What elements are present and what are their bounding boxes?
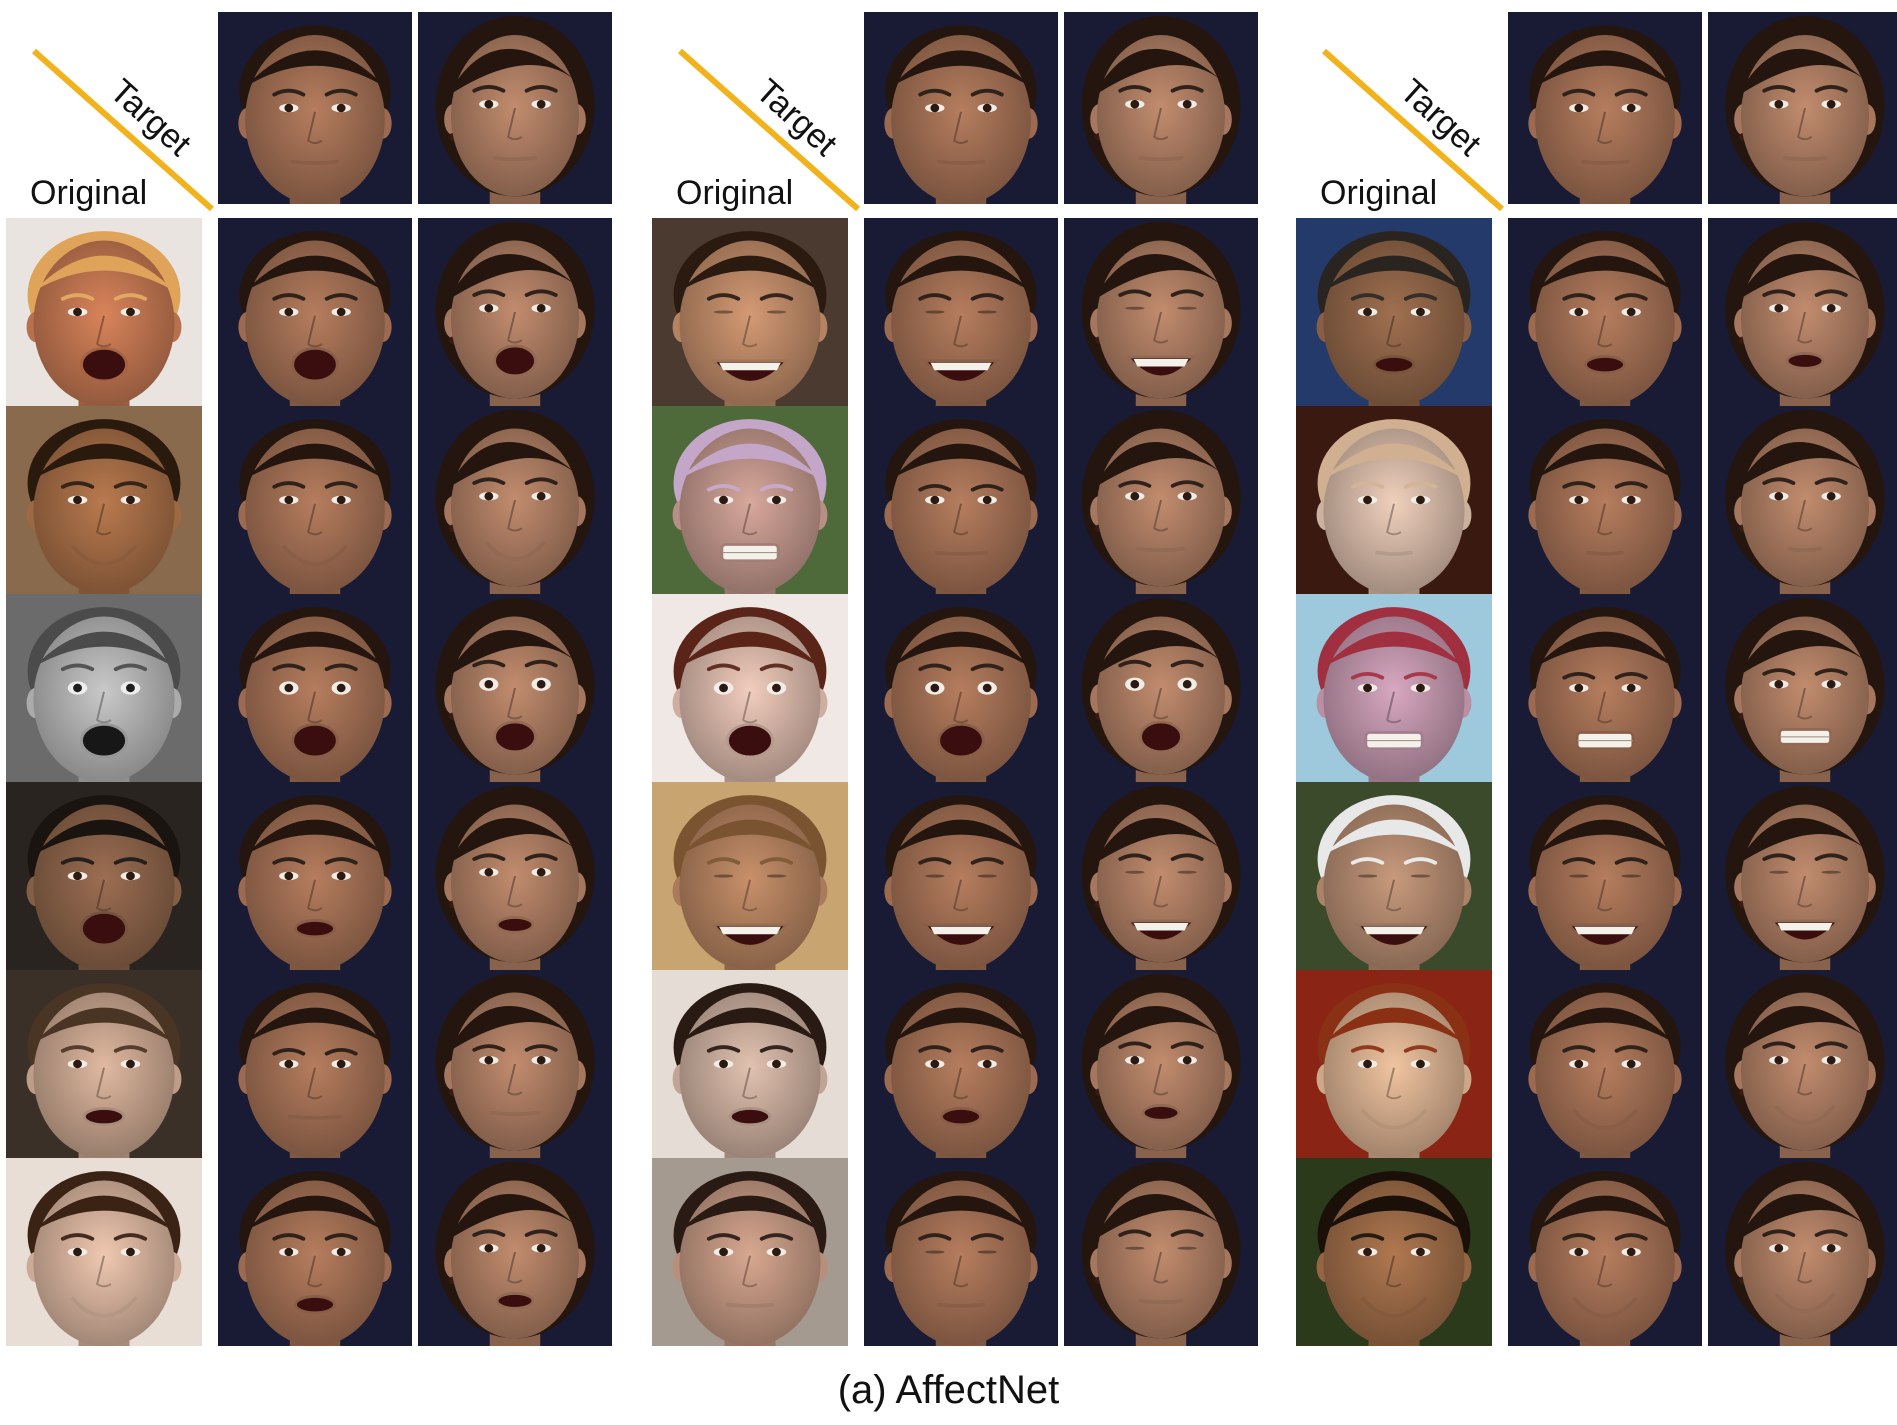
reenacted-male-face-image [218, 970, 412, 1158]
original-face-image [652, 970, 848, 1158]
reenacted-female-face-image [1064, 218, 1258, 406]
original-face-image [652, 1158, 848, 1346]
reenacted-female-face-image [1708, 970, 1897, 1158]
reenacted-male-face-image [1508, 594, 1702, 782]
target-male-face-image [864, 12, 1058, 204]
original-header-label: Original [676, 174, 794, 212]
reenacted-male-face-image [1508, 406, 1702, 594]
reenacted-female-face-image [418, 1158, 612, 1346]
reenacted-male-face-image [218, 218, 412, 406]
original-face-image [6, 1158, 202, 1346]
reenacted-male-face-image [1508, 218, 1702, 406]
reenacted-male-face-image [1508, 1158, 1702, 1346]
reenacted-female-face-image [1064, 970, 1258, 1158]
target-female-face-image [418, 12, 612, 204]
reenacted-female-face-image [1708, 594, 1897, 782]
target-male-face-image [218, 12, 412, 204]
original-header-label: Original [1320, 174, 1438, 212]
original-face-image [1296, 406, 1492, 594]
reenacted-male-face-image [864, 970, 1058, 1158]
reenacted-female-face-image [1708, 782, 1897, 970]
target-female-face-image [1064, 12, 1258, 204]
original-face-image [6, 594, 202, 782]
reenacted-female-face-image [1708, 218, 1897, 406]
reenacted-female-face-image [1708, 406, 1897, 594]
reenacted-female-face-image [418, 970, 612, 1158]
original-face-image [6, 218, 202, 406]
original-face-image [652, 594, 848, 782]
original-face-image [1296, 218, 1492, 406]
reenacted-male-face-image [864, 594, 1058, 782]
reenacted-female-face-image [418, 594, 612, 782]
reenacted-male-face-image [864, 406, 1058, 594]
reenacted-male-face-image [218, 594, 412, 782]
original-face-image [6, 782, 202, 970]
original-face-image [652, 782, 848, 970]
original-face-image [6, 406, 202, 594]
original-face-image [652, 406, 848, 594]
target-male-face-image [1508, 12, 1702, 204]
reenacted-male-face-image [1508, 970, 1702, 1158]
reenacted-male-face-image [218, 782, 412, 970]
reenacted-female-face-image [418, 782, 612, 970]
original-face-image [652, 218, 848, 406]
reenacted-female-face-image [1064, 1158, 1258, 1346]
reenacted-male-face-image [864, 782, 1058, 970]
original-face-image [1296, 970, 1492, 1158]
reenacted-female-face-image [1064, 782, 1258, 970]
reenacted-male-face-image [864, 1158, 1058, 1346]
reenacted-male-face-image [864, 218, 1058, 406]
original-header-label: Original [30, 174, 148, 212]
reenacted-female-face-image [1064, 594, 1258, 782]
original-face-image [1296, 594, 1492, 782]
reenacted-male-face-image [1508, 782, 1702, 970]
reenacted-female-face-image [418, 218, 612, 406]
reenacted-female-face-image [1064, 406, 1258, 594]
figure-caption: (a) AffectNet [837, 1368, 1060, 1412]
reenacted-female-face-image [418, 406, 612, 594]
reenacted-male-face-image [218, 1158, 412, 1346]
reenacted-male-face-image [218, 406, 412, 594]
target-female-face-image [1708, 12, 1897, 204]
reenacted-female-face-image [1708, 1158, 1897, 1346]
original-face-image [6, 970, 202, 1158]
original-face-image [1296, 782, 1492, 970]
original-face-image [1296, 1158, 1492, 1346]
